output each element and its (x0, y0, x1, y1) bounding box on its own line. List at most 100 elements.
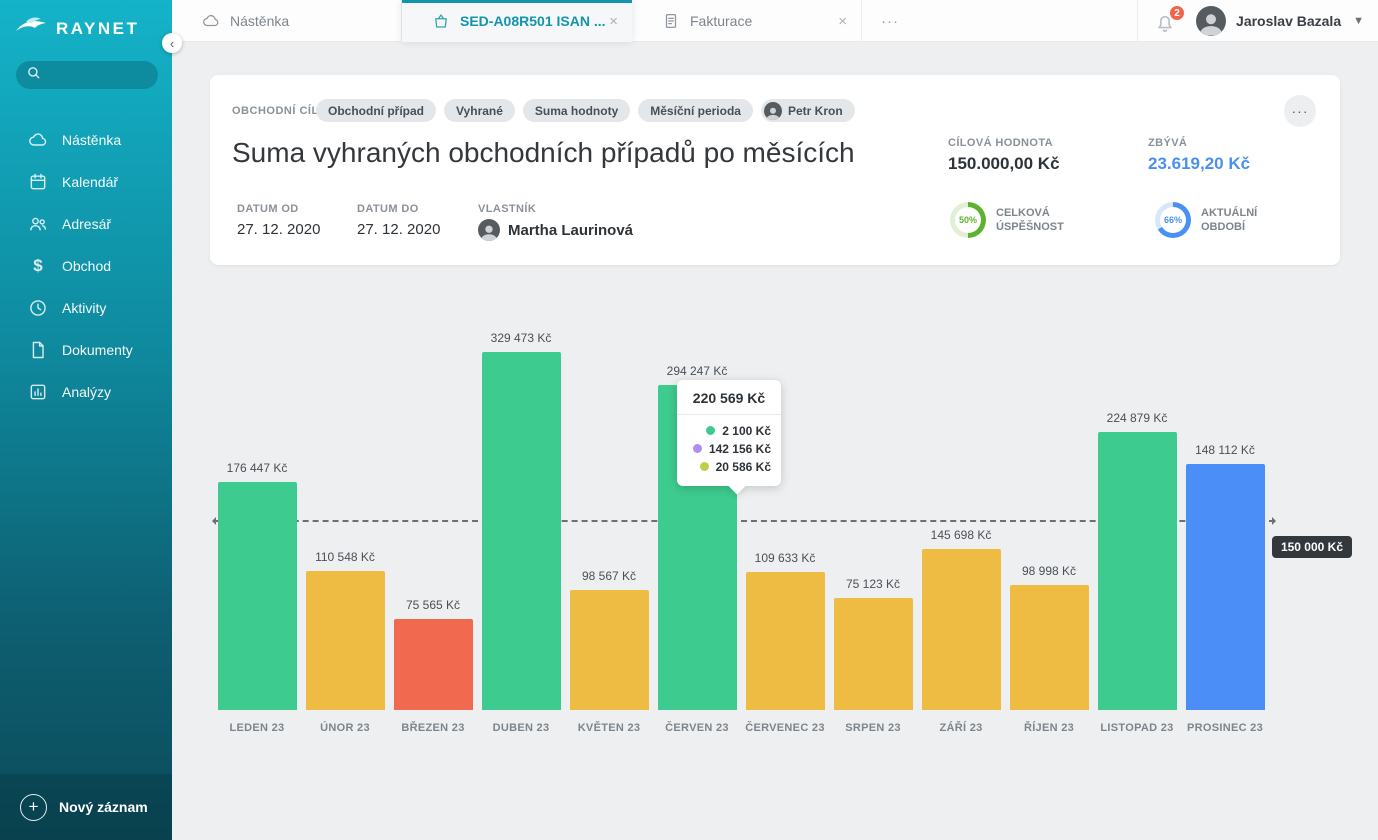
bar-value-label: 75 123 Kč (846, 577, 900, 591)
new-record-label: Nový záznam (59, 799, 148, 815)
bar-value-label: 75 565 Kč (406, 598, 460, 612)
owner-avatar (478, 219, 500, 241)
tab-2[interactable]: SED-A08R501 ISAN ...× (402, 0, 632, 42)
sidebar-item-analytics[interactable]: Analýzy (0, 371, 172, 413)
overall-success-label: CELKOVÁ ÚSPĚŠNOST (996, 206, 1064, 234)
current-period-label: AKTUÁLNÍ OBDOBÍ (1201, 206, 1257, 234)
bar[interactable] (306, 571, 385, 710)
bar-column: 148 112 KčPROSINEC 23 (1181, 320, 1269, 710)
bar[interactable] (834, 598, 913, 710)
bar-column: 75 123 KčSRPEN 23 (829, 320, 917, 710)
goal-title: Suma vyhraných obchodních případů po měs… (232, 137, 855, 169)
bar[interactable] (1010, 585, 1089, 710)
analytics-icon (28, 382, 48, 402)
tooltip-row: 142 156 Kč (677, 441, 781, 456)
bar-column: 109 633 KčČERVENEC 23 (741, 320, 829, 710)
current-period-donut: 66% (1155, 202, 1191, 238)
bar[interactable] (482, 352, 561, 710)
sidebar-item-cloud[interactable]: Nástěnka (0, 119, 172, 161)
bar[interactable] (1098, 432, 1177, 710)
card-more-button[interactable]: ··· (1284, 95, 1316, 127)
remaining-value: 23.619,20 Kč (1148, 154, 1250, 174)
bar[interactable] (746, 572, 825, 710)
tag-pill[interactable]: Obchodní případ (316, 99, 436, 122)
basket-icon (432, 12, 450, 30)
target-line-badge: 150 000 Kč (1272, 536, 1352, 558)
sidebar-item-label: Aktivity (62, 300, 106, 316)
cloud-icon (28, 130, 48, 150)
user-avatar[interactable] (1196, 6, 1226, 36)
sidebar-item-calendar[interactable]: Kalendář (0, 161, 172, 203)
goal-type-label: OBCHODNÍ CÍL (232, 105, 319, 117)
bar-column: 75 565 KčBŘEZEN 23 (389, 320, 477, 710)
tooltip-row: 2 100 Kč (677, 423, 781, 438)
bar-value-label: 110 548 Kč (315, 550, 375, 564)
search-input[interactable] (16, 61, 158, 89)
sidebar-item-clock[interactable]: Aktivity (0, 287, 172, 329)
target-value: 150.000,00 Kč (948, 154, 1060, 174)
main: NástěnkaSED-A08R501 ISAN ...×Fakturace×·… (172, 0, 1378, 840)
bar-value-label: 109 633 Kč (755, 551, 816, 565)
sidebar-item-document[interactable]: Dokumenty (0, 329, 172, 371)
chevron-down-icon[interactable]: ▼ (1353, 15, 1364, 27)
date-to-value: 27. 12. 2020 (357, 221, 440, 238)
series-dot-icon (693, 444, 702, 453)
calendar-icon (28, 172, 48, 192)
raynet-logo-icon (14, 14, 48, 43)
notifications-button[interactable]: 2 (1154, 8, 1180, 34)
bar-column: 145 698 KčZÁŘÍ 23 (917, 320, 1005, 710)
overall-success-percent: 50% (955, 207, 981, 233)
tag-pill[interactable]: Měsíční perioda (638, 99, 753, 122)
date-to-label: DATUM DO (357, 203, 440, 215)
tag-pill[interactable]: Vyhrané (444, 99, 515, 122)
user-name: Jaroslav Bazala (1236, 13, 1341, 29)
sidebar-item-label: Obchod (62, 258, 111, 274)
owner-label: VLASTNÍK (478, 203, 633, 215)
topbar: Nástěnka SED-A08R501 ISAN ...×Fakturace×·… (172, 0, 1378, 42)
tag-pill[interactable]: Suma hodnoty (523, 99, 630, 122)
brand: RAYNET (0, 0, 172, 53)
sidebar: RAYNET Nástěnka Kalendář Adresář$Obchod Akt… (0, 0, 172, 840)
bar-value-label: 98 567 Kč (582, 569, 636, 583)
brand-name: RAYNET (56, 19, 139, 39)
tab-label: Nástěnka (230, 13, 289, 29)
contacts-icon (28, 214, 48, 234)
bar-value-label: 148 112 Kč (1195, 443, 1255, 457)
clock-icon (28, 298, 48, 318)
plus-icon: + (20, 794, 47, 821)
tab-3[interactable]: Fakturace× (632, 0, 862, 42)
bar-value-label: 176 447 Kč (227, 461, 288, 475)
series-dot-icon (700, 462, 709, 471)
overall-success-donut: 50% (950, 202, 986, 238)
tag-avatar (764, 102, 782, 120)
chart-tooltip: 220 569 Kč 2 100 Kč142 156 Kč20 586 Kč (677, 380, 781, 486)
sidebar-item-label: Kalendář (62, 174, 118, 190)
bar[interactable] (1186, 464, 1265, 710)
sidebar-item-contacts[interactable]: Adresář (0, 203, 172, 245)
current-period-percent: 66% (1160, 207, 1186, 233)
cloud-icon (202, 12, 220, 30)
close-icon[interactable]: × (609, 13, 618, 30)
bar[interactable] (218, 482, 297, 710)
tab-1[interactable]: Nástěnka (172, 0, 402, 42)
bar-value-label: 224 879 Kč (1107, 411, 1168, 425)
bar-column: 98 998 KčŘÍJEN 23 (1005, 320, 1093, 710)
bar-column: 224 879 KčLISTOPAD 23 (1093, 320, 1181, 710)
tabs-more-button[interactable]: ··· (862, 0, 918, 42)
sidebar-collapse-button[interactable]: ‹ (162, 33, 182, 53)
new-record-button[interactable]: + Nový záznam (0, 774, 172, 840)
sidebar-item-label: Dokumenty (62, 342, 133, 358)
tooltip-total: 220 569 Kč (677, 380, 781, 414)
sidebar-item-label: Analýzy (62, 384, 111, 400)
bar[interactable] (922, 549, 1001, 710)
invoice-icon (662, 12, 680, 30)
bar[interactable] (394, 619, 473, 710)
bar-column: 110 548 KčÚNOR 23 (301, 320, 389, 710)
close-icon[interactable]: × (838, 13, 847, 30)
remaining-block: ZBÝVÁ 23.619,20 Kč (1148, 137, 1250, 174)
search-icon (26, 65, 41, 85)
owner-tag-pill[interactable]: Petr Kron (761, 99, 855, 122)
sidebar-item-dollar[interactable]: $Obchod (0, 245, 172, 287)
date-to-block: DATUM DO 27. 12. 2020 (357, 203, 440, 238)
bar[interactable] (570, 590, 649, 710)
